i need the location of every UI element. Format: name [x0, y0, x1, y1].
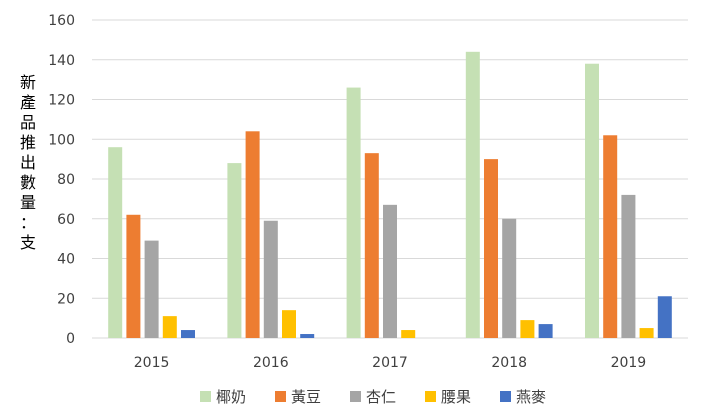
y-axis-label-char: ： [20, 213, 36, 232]
bar [227, 163, 242, 338]
y-axis-label-char: 數 [20, 173, 36, 192]
legend-swatch [200, 391, 211, 402]
legend-swatch [425, 391, 436, 402]
x-tick-label: 2016 [253, 355, 289, 371]
bar [484, 159, 498, 338]
legend-label: 腰果 [441, 388, 471, 406]
bar [621, 194, 636, 338]
legend-label: 杏仁 [366, 388, 396, 406]
y-tick-label: 60 [57, 212, 75, 228]
x-tick-label: 2019 [611, 355, 647, 371]
y-axis-label-char: 產 [20, 93, 36, 112]
bar [465, 51, 480, 339]
legend: 椰奶 黃豆 杏仁 腰果 燕麥 [200, 388, 546, 406]
bar [282, 310, 296, 338]
y-axis-label-char: 量 [20, 193, 36, 212]
x-tick-label: 2017 [372, 355, 408, 371]
bar [364, 153, 379, 338]
bar [383, 204, 397, 338]
bar [538, 324, 553, 338]
y-tick-label: 80 [57, 172, 75, 188]
legend-swatch [275, 391, 286, 402]
y-axis-label-char: 支 [20, 233, 36, 252]
bar [108, 147, 123, 338]
y-tick-label: 140 [48, 53, 75, 69]
bar [263, 220, 278, 338]
y-tick-label: 160 [48, 13, 75, 29]
bar [144, 240, 159, 338]
bar [181, 330, 195, 338]
y-axis-label-char: 品 [20, 113, 36, 132]
y-tick-label: 40 [57, 252, 75, 268]
x-axis-ticks: 2015 2016 2017 2018 2019 [134, 355, 646, 371]
bar [603, 135, 618, 338]
bar [346, 87, 361, 338]
x-tick-label: 2015 [134, 355, 170, 371]
y-axis-label-char: 新 [20, 73, 36, 92]
y-tick-label: 0 [66, 331, 75, 347]
bar [657, 296, 672, 338]
y-tick-label: 120 [48, 93, 75, 109]
y-axis-ticks: 0 20 40 60 80 100 120 140 160 [48, 13, 75, 347]
y-axis-label-char: 出 [20, 153, 36, 172]
bar [585, 63, 599, 338]
bar [162, 316, 177, 338]
bar [126, 214, 141, 338]
legend-label: 椰奶 [216, 388, 246, 406]
legend-swatch [500, 391, 511, 402]
y-axis-label-char: 推 [20, 133, 36, 152]
bar [401, 330, 416, 338]
legend-swatch [350, 391, 361, 402]
bar [502, 218, 517, 338]
bar [520, 320, 535, 338]
legend-label: 黃豆 [291, 388, 321, 406]
bar [639, 328, 654, 338]
legend-label: 燕麥 [516, 388, 546, 406]
bars [108, 51, 672, 339]
x-tick-label: 2018 [491, 355, 527, 371]
bar [300, 334, 315, 338]
y-tick-label: 100 [48, 132, 75, 148]
y-tick-label: 20 [57, 291, 75, 307]
gridlines [92, 19, 688, 339]
bar [245, 131, 260, 338]
